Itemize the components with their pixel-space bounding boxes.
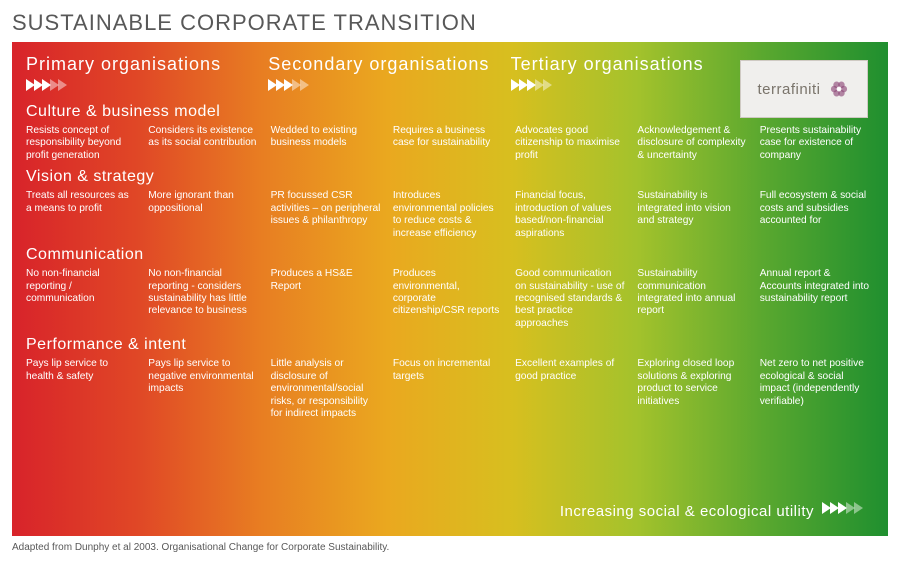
matrix-cell: Little analysis or disclosure of environ… [271, 358, 385, 420]
matrix-cell: Annual report & Accounts integrated into… [760, 268, 874, 330]
matrix-cell: Net zero to net positive ecological & so… [760, 358, 874, 420]
matrix-cell: Produces environmental, corporate citize… [393, 268, 507, 330]
matrix-cell: Sustainability communication integrated … [637, 268, 751, 330]
logo-text: terrafiniti [757, 81, 820, 98]
matrix-cell: No non-financial reporting / communicati… [26, 268, 140, 330]
matrix-cell: Sustainability is integrated into vision… [637, 190, 751, 240]
matrix-cell: No non-financial reporting - considers s… [148, 268, 262, 330]
column-header-label: Primary organisations [26, 54, 268, 75]
matrix-cell: PR focussed CSR activities – on peripher… [271, 190, 385, 240]
section-title: Vision & strategy [26, 168, 874, 186]
citation: Adapted from Dunphy et al 2003. Organisa… [12, 542, 888, 553]
matrix-cell: Financial focus, introduction of values … [515, 190, 629, 240]
section-row: Resists concept of responsibility beyond… [26, 125, 874, 162]
column-chevrons [26, 79, 268, 91]
matrix-cell: Advocates good citizenship to maximise p… [515, 125, 629, 162]
column-chevrons [268, 79, 510, 91]
section-title: Performance & intent [26, 336, 874, 354]
matrix-cell: Requires a business case for sustainabil… [393, 125, 507, 162]
matrix-cell: Resists concept of responsibility beyond… [26, 125, 140, 162]
matrix-cell: Pays lip service to health & safety [26, 358, 140, 420]
matrix-cell: More ignorant than oppositional [148, 190, 262, 240]
matrix-cell: Good communication on sustainability - u… [515, 268, 629, 330]
footer-chevrons [822, 502, 862, 514]
chevron-icon [300, 79, 309, 91]
matrix-cell: Treats all resources as a means to profi… [26, 190, 140, 240]
chevron-icon [58, 79, 67, 91]
section-row: Treats all resources as a means to profi… [26, 190, 874, 240]
section-title: Communication [26, 246, 874, 264]
footer-label: Increasing social & ecological utility [560, 502, 862, 520]
footer-label-text: Increasing social & ecological utility [560, 503, 814, 520]
chevron-icon [854, 502, 863, 514]
matrix-cell: Full ecosystem & social costs and subsid… [760, 190, 874, 240]
matrix-cell: Exploring closed loop solutions & explor… [637, 358, 751, 420]
matrix-cell: Wedded to existing business models [271, 125, 385, 162]
matrix-cell: Focus on incremental targets [393, 358, 507, 420]
matrix-cell: Produces a HS&E Report [271, 268, 385, 330]
column-header-label: Secondary organisations [268, 54, 510, 75]
matrix-cell: Acknowledgement & disclosure of complexi… [637, 125, 751, 162]
matrix-cell: Introduces environmental policies to red… [393, 190, 507, 240]
page-title: SUSTAINABLE CORPORATE TRANSITION [12, 10, 888, 36]
matrix-cell: Excellent examples of good practice [515, 358, 629, 420]
flower-icon [827, 77, 851, 101]
column-header: Primary organisations [26, 54, 268, 97]
matrix-cell: Pays lip service to negative environment… [148, 358, 262, 420]
transition-panel: terrafiniti Primary organisationsSeconda… [12, 42, 888, 536]
section-row: No non-financial reporting / communicati… [26, 268, 874, 330]
sections-container: Culture & business modelResists concept … [26, 103, 874, 420]
matrix-cell: Presents sustainability case for existen… [760, 125, 874, 162]
section-row: Pays lip service to health & safetyPays … [26, 358, 874, 420]
column-header: Secondary organisations [268, 54, 510, 97]
logo-box: terrafiniti [740, 60, 868, 118]
matrix-cell: Considers its existence as its social co… [148, 125, 262, 162]
chevron-icon [543, 79, 552, 91]
